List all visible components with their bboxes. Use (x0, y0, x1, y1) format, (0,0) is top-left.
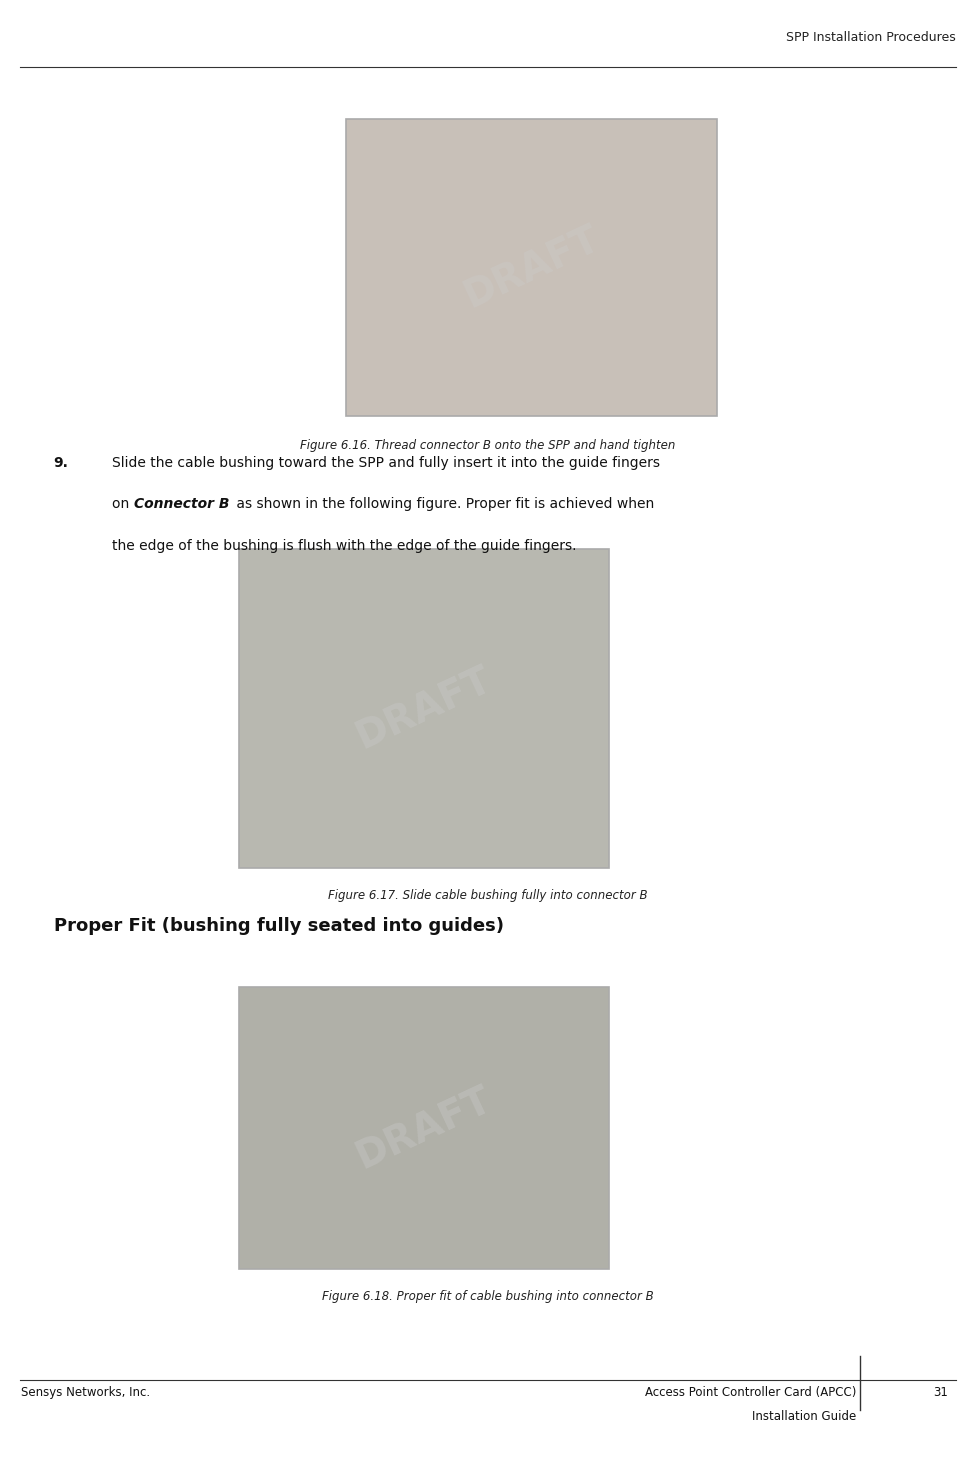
FancyBboxPatch shape (346, 119, 717, 416)
Text: as shown in the following figure. Proper fit is achieved when: as shown in the following figure. Proper… (232, 497, 654, 510)
Text: 31: 31 (933, 1386, 949, 1399)
FancyBboxPatch shape (239, 549, 609, 868)
Text: DRAFT: DRAFT (350, 1080, 498, 1175)
Text: DRAFT: DRAFT (350, 660, 498, 757)
Text: Connector B: Connector B (134, 497, 229, 510)
Text: the edge of the bushing is flush with the edge of the guide fingers.: the edge of the bushing is flush with th… (112, 539, 576, 552)
Text: Figure 6.17. Slide cable bushing fully into connector B: Figure 6.17. Slide cable bushing fully i… (328, 889, 647, 902)
Text: Figure 6.18. Proper fit of cable bushing into connector B: Figure 6.18. Proper fit of cable bushing… (322, 1290, 653, 1303)
Text: Proper Fit (bushing fully seated into guides): Proper Fit (bushing fully seated into gu… (54, 917, 504, 935)
Text: on: on (112, 497, 134, 510)
Text: Figure 6.16. Thread connector B onto the SPP and hand tighten: Figure 6.16. Thread connector B onto the… (300, 439, 675, 453)
Text: Slide the cable bushing toward the SPP and fully insert it into the guide finger: Slide the cable bushing toward the SPP a… (112, 456, 660, 469)
Text: SPP Installation Procedures: SPP Installation Procedures (786, 31, 956, 45)
Text: Access Point Controller Card (APCC): Access Point Controller Card (APCC) (644, 1386, 856, 1399)
Text: Installation Guide: Installation Guide (752, 1410, 856, 1423)
FancyBboxPatch shape (239, 987, 609, 1269)
Text: Sensys Networks, Inc.: Sensys Networks, Inc. (21, 1386, 150, 1399)
Text: DRAFT: DRAFT (457, 220, 605, 315)
Text: 9.: 9. (54, 456, 68, 469)
